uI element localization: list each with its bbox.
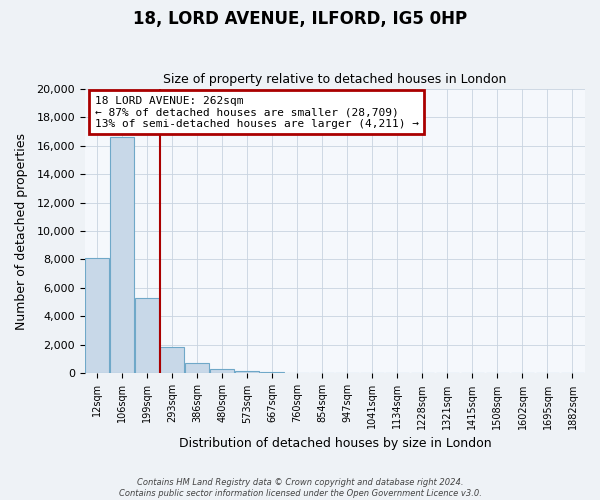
Text: 18 LORD AVENUE: 262sqm
← 87% of detached houses are smaller (28,709)
13% of semi: 18 LORD AVENUE: 262sqm ← 87% of detached…: [95, 96, 419, 129]
Y-axis label: Number of detached properties: Number of detached properties: [15, 132, 28, 330]
Title: Size of property relative to detached houses in London: Size of property relative to detached ho…: [163, 73, 506, 86]
Bar: [160, 347, 184, 374]
Bar: [110, 137, 134, 374]
Text: Contains HM Land Registry data © Crown copyright and database right 2024.
Contai: Contains HM Land Registry data © Crown c…: [119, 478, 481, 498]
X-axis label: Distribution of detached houses by size in London: Distribution of detached houses by size …: [179, 437, 491, 450]
Bar: [235, 370, 259, 374]
Bar: [185, 363, 209, 374]
Bar: [136, 298, 159, 374]
Text: 18, LORD AVENUE, ILFORD, IG5 0HP: 18, LORD AVENUE, ILFORD, IG5 0HP: [133, 10, 467, 28]
Bar: [211, 369, 234, 374]
Bar: [85, 258, 109, 374]
Bar: [260, 372, 284, 374]
